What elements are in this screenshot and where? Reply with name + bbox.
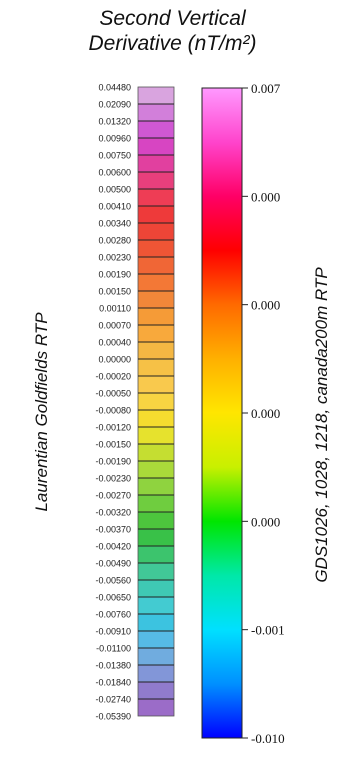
class-bar-swatch xyxy=(138,155,174,172)
class-break-label: -0.00650 xyxy=(95,593,131,603)
class-bar-swatch xyxy=(138,308,174,325)
class-bar-swatch xyxy=(138,444,174,461)
class-bar-swatch xyxy=(138,359,174,376)
class-bar-swatch xyxy=(138,597,174,614)
class-break-label: 0.00500 xyxy=(98,185,131,195)
class-bar-frame xyxy=(137,86,175,717)
class-bar-swatch xyxy=(138,495,174,512)
class-break-label: -0.00080 xyxy=(95,406,131,416)
class-break-label: 0.00280 xyxy=(98,236,131,246)
class-bar-swatch xyxy=(138,478,174,495)
class-break-label: -0.00150 xyxy=(95,440,131,450)
class-bar-swatch xyxy=(138,121,174,138)
class-break-label: -0.00760 xyxy=(95,610,131,620)
class-bar-swatch xyxy=(138,410,174,427)
class-bar-swatch xyxy=(138,189,174,206)
class-break-label: 0.00070 xyxy=(98,321,131,331)
class-break-label: -0.00020 xyxy=(95,372,131,382)
class-bar-swatch xyxy=(138,614,174,631)
class-break-label: 0.02090 xyxy=(98,100,131,110)
class-break-label: -0.02740 xyxy=(95,695,131,705)
class-bar-swatch xyxy=(138,461,174,478)
class-break-label: -0.00370 xyxy=(95,525,131,535)
class-bar-swatch xyxy=(138,546,174,563)
class-bar-swatch xyxy=(138,580,174,597)
class-bar-swatch xyxy=(138,682,174,699)
class-break-label: 0.00110 xyxy=(99,304,131,314)
class-bar-swatch xyxy=(138,665,174,682)
legend-title-line2: Derivative (nT/m²) xyxy=(88,32,257,55)
class-break-label: -0.01840 xyxy=(95,678,131,688)
class-bar-swatch xyxy=(138,257,174,274)
class-break-label: -0.00420 xyxy=(95,542,131,552)
class-break-label: -0.00120 xyxy=(95,423,131,433)
class-break-label: -0.00050 xyxy=(95,389,131,399)
class-bar-swatch xyxy=(138,393,174,410)
class-bar-swatch xyxy=(138,104,174,121)
class-break-label: 0.00040 xyxy=(98,338,131,348)
class-bar-swatch xyxy=(138,291,174,308)
class-break-label: -0.01100 xyxy=(96,644,131,654)
class-bar-swatch xyxy=(138,699,174,716)
class-break-label: 0.00340 xyxy=(98,219,131,229)
class-break-label: 0.00410 xyxy=(98,202,131,212)
class-break-label: -0.01380 xyxy=(95,661,131,671)
colorbar-tick-label: -0.010 xyxy=(251,731,285,746)
class-break-label: -0.00490 xyxy=(95,559,131,569)
legend-title: Second Vertical Derivative (nT/m²) xyxy=(0,6,345,56)
class-bar-swatch xyxy=(138,138,174,155)
class-bar-swatch xyxy=(138,274,174,291)
class-break-label: -0.00190 xyxy=(95,457,131,467)
legend-title-line1: Second Vertical xyxy=(99,7,246,30)
class-bar-swatch xyxy=(138,563,174,580)
class-break-label: 0.04480 xyxy=(98,83,131,93)
class-bar-swatch xyxy=(138,427,174,444)
class-bar-swatch xyxy=(138,87,174,104)
colorbar-tick-label: 0.000 xyxy=(251,189,280,204)
colorbar-tick-label: 0.007 xyxy=(251,81,281,96)
colorbar-tick-label: -0.001 xyxy=(251,623,285,638)
class-bar-swatch xyxy=(138,240,174,257)
class-break-label: -0.00910 xyxy=(95,627,131,637)
class-break-label: -0.00230 xyxy=(95,474,131,484)
class-break-label: 0.00600 xyxy=(98,168,131,178)
class-bar-swatch xyxy=(138,376,174,393)
class-bar-swatch xyxy=(138,206,174,223)
class-break-label: -0.00320 xyxy=(95,508,131,518)
class-bar-swatch xyxy=(138,648,174,665)
class-bar-swatch xyxy=(138,223,174,240)
colorbar-tick-label: 0.000 xyxy=(251,298,280,313)
class-bar-swatch xyxy=(138,325,174,342)
colorbar-gradient xyxy=(202,88,242,738)
class-break-label: -0.00270 xyxy=(95,491,131,501)
colorbar-tick-label: 0.000 xyxy=(251,406,280,421)
class-break-label: 0.00000 xyxy=(98,355,131,365)
class-break-label: 0.00150 xyxy=(98,287,131,297)
class-break-label: 0.01320 xyxy=(98,117,131,127)
class-break-label: 0.00230 xyxy=(98,253,131,263)
class-break-label: 0.00750 xyxy=(98,151,131,161)
class-bar-swatch xyxy=(138,529,174,546)
class-bar-swatch xyxy=(138,172,174,189)
class-bar-swatch xyxy=(138,342,174,359)
colorbar-tick-label: 0.000 xyxy=(251,514,280,529)
class-bar-swatch xyxy=(138,631,174,648)
class-break-label: 0.00190 xyxy=(98,270,131,280)
class-bar-swatch xyxy=(138,512,174,529)
class-break-label: 0.00960 xyxy=(98,134,131,144)
class-break-label: -0.05390 xyxy=(95,712,131,722)
class-break-label: -0.00560 xyxy=(95,576,131,586)
